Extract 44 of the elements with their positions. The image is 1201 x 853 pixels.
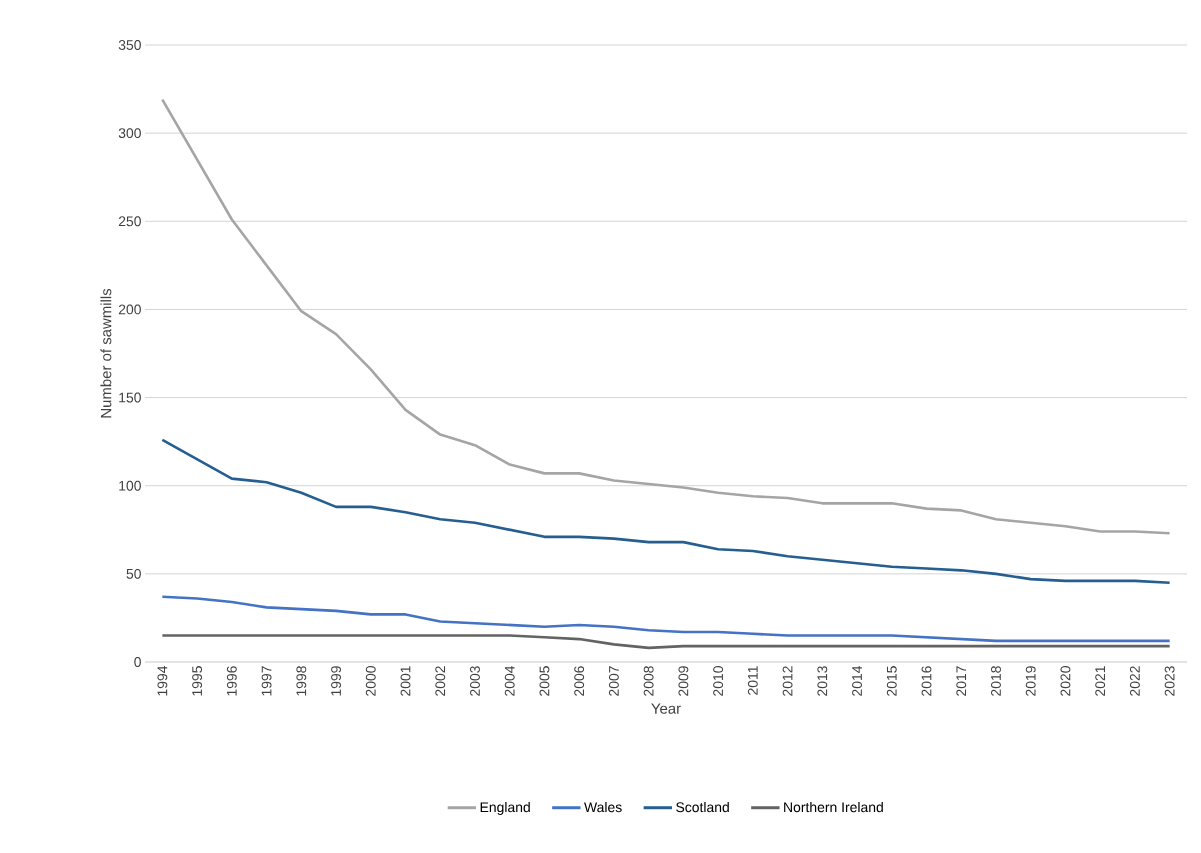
x-tick-label: 2008 xyxy=(643,666,654,696)
y-tick-label: 50 xyxy=(126,568,141,579)
legend-label: Northern Ireland xyxy=(784,801,883,813)
x-tick-label: 2007 xyxy=(608,666,619,696)
x-tick-label: 2017 xyxy=(956,666,967,696)
x-tick-label: 2009 xyxy=(678,666,689,696)
x-tick-label: 1994 xyxy=(157,665,168,696)
x-tick-label: 2016 xyxy=(921,666,932,696)
legend-label: Wales xyxy=(584,801,622,813)
y-axis-title: Number of sawmills xyxy=(100,288,112,418)
x-tick-label: 2019 xyxy=(1025,666,1036,696)
legend-label: England xyxy=(480,801,530,815)
x-tick-label: 2010 xyxy=(713,666,724,696)
y-tick-label: 250 xyxy=(118,216,141,227)
y-tick-label: 0 xyxy=(134,657,141,667)
x-tick-label: 2020 xyxy=(1060,666,1071,696)
x-axis-title: Year xyxy=(651,703,681,714)
x-tick-label: 2015 xyxy=(886,666,897,696)
x-tick-label: 2012 xyxy=(782,666,793,696)
y-tick-label: 200 xyxy=(118,304,141,315)
y-tick-label: 150 xyxy=(119,392,141,403)
x-tick-label: 2023 xyxy=(1164,666,1175,696)
x-tick-label: 2013 xyxy=(817,666,828,696)
x-tick-label: 2022 xyxy=(1129,666,1140,696)
x-tick-label: 2021 xyxy=(1095,666,1106,696)
legend-label: Scotland xyxy=(676,801,729,813)
x-tick-label: 2000 xyxy=(365,666,376,696)
y-tick-label: 100 xyxy=(119,480,141,491)
x-tick-label: 2014 xyxy=(852,665,862,696)
y-tick-label: 350 xyxy=(118,40,141,50)
x-tick-label: 1995 xyxy=(192,666,203,696)
x-tick-label: 1998 xyxy=(296,666,307,696)
x-tick-label: 1997 xyxy=(261,666,272,696)
x-tick-label: 1996 xyxy=(226,666,237,696)
x-tick-label: 2001 xyxy=(400,666,411,696)
x-tick-label: 2002 xyxy=(435,666,446,696)
x-tick-label: 2011 xyxy=(747,666,758,695)
y-tick-label: 300 xyxy=(118,128,141,139)
x-tick-label: 2005 xyxy=(539,666,550,696)
x-tick-label: 2018 xyxy=(991,666,1001,696)
x-tick-label: 2004 xyxy=(504,665,515,696)
x-tick-label: 2006 xyxy=(574,666,585,696)
x-tick-label: 1999 xyxy=(331,666,341,696)
x-tick-label: 2003 xyxy=(470,666,480,696)
